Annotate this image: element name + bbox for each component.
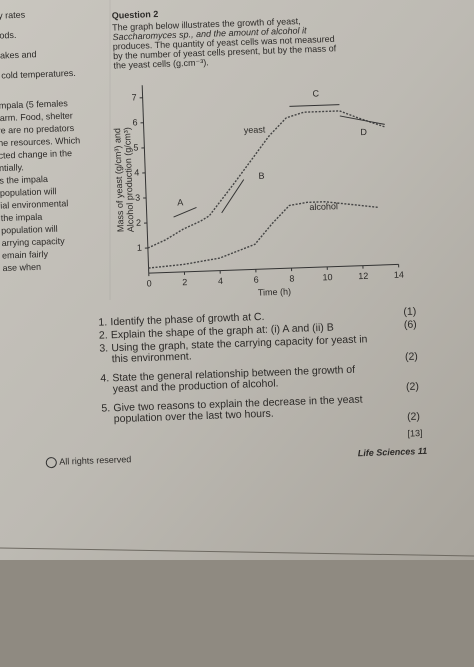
question-marks: (2)	[406, 381, 419, 393]
copyright-icon	[45, 457, 57, 469]
question-text: this environment.	[112, 350, 192, 365]
footer-subject: Life Sciences 11	[358, 446, 428, 458]
question-marks: (6)	[404, 319, 417, 331]
phase-bracket	[173, 207, 197, 218]
x-tick-label: 12	[358, 271, 368, 281]
left-text: r cold temperatures.	[0, 68, 76, 81]
question-number: 5.	[101, 402, 110, 414]
question-number: 1.	[98, 316, 107, 328]
content: ity rates oods. uakes and r cold temperatur…	[0, 9, 428, 469]
y-axis-label: Alcohol production (g/cm³)	[122, 127, 136, 232]
x-tick-label: 0	[146, 278, 151, 288]
x-axis	[148, 263, 399, 274]
left-text: population will	[1, 224, 58, 236]
question-marks: (1)	[403, 306, 416, 318]
left-text: ial environmental	[0, 198, 68, 210]
left-text: he resources. Which	[0, 135, 80, 148]
left-text: re are no predators	[0, 123, 75, 136]
left-text: farm. Food, shelter	[0, 111, 73, 124]
y-tick-label: 2	[136, 218, 141, 228]
y-axis	[141, 85, 150, 274]
left-text: arrying capacity	[1, 236, 65, 248]
question-number: 2.	[99, 329, 108, 341]
phase-bracket	[289, 104, 340, 107]
phase-bracket	[221, 179, 245, 214]
x-tick-label: 4	[218, 276, 223, 286]
phase-bracket	[339, 115, 385, 125]
footer-rights: All rights reserved	[59, 454, 131, 467]
question-marks: (2)	[405, 351, 418, 363]
left-text: oods.	[0, 30, 17, 41]
question-number: 4.	[100, 372, 109, 384]
phase-label: A	[177, 197, 183, 207]
x-tick-label: 2	[182, 277, 187, 287]
left-text: population will	[0, 186, 57, 198]
phase-label: B	[258, 171, 264, 181]
x-tick-label: 10	[322, 272, 332, 282]
y-tick-label: 7	[131, 92, 136, 102]
left-text: ase when	[2, 262, 41, 273]
x-axis-label: Time (h)	[258, 287, 292, 298]
page-edge	[0, 547, 474, 557]
y-axis-label: Mass of yeast (g/cm³) and	[112, 128, 126, 232]
left-text: the impala	[1, 212, 43, 223]
phase-label: C	[312, 88, 319, 98]
left-text: ity rates	[0, 10, 26, 21]
question-text: population over the last two hours.	[114, 408, 274, 426]
total-marks: [13]	[407, 428, 422, 439]
question-title: Question 2	[112, 9, 159, 21]
data-line	[147, 110, 386, 249]
y-tick-label: 6	[132, 117, 137, 127]
question-text: yeast and the production of alcohol.	[113, 377, 279, 395]
series-label: yeast	[244, 124, 266, 135]
intro-line: the yeast cells (g.cm⁻³).	[113, 57, 209, 70]
left-text: impala (5 females	[0, 98, 68, 110]
series-label: alcohol	[309, 201, 338, 212]
question-text: Identify the phase of growth at C.	[110, 311, 264, 328]
left-text: uakes and	[0, 49, 37, 60]
data-line	[148, 201, 379, 269]
left-text: cted change in the	[0, 148, 72, 161]
paper	[0, 0, 474, 560]
question-marks: (2)	[407, 411, 420, 423]
y-tick-label: 1	[137, 243, 142, 253]
x-tick-label: 8	[289, 273, 294, 283]
x-tick-label: 6	[254, 275, 259, 285]
left-text: ntially.	[0, 162, 24, 173]
left-text: emain fairly	[2, 249, 49, 261]
y-tick-label: 5	[133, 142, 138, 152]
x-tick-label: 14	[394, 270, 404, 280]
question-number: 3.	[99, 342, 108, 354]
left-text: s the impala	[0, 174, 48, 186]
y-tick-label: 3	[135, 193, 140, 203]
y-tick-label: 4	[134, 167, 139, 177]
phase-label: D	[360, 127, 367, 137]
